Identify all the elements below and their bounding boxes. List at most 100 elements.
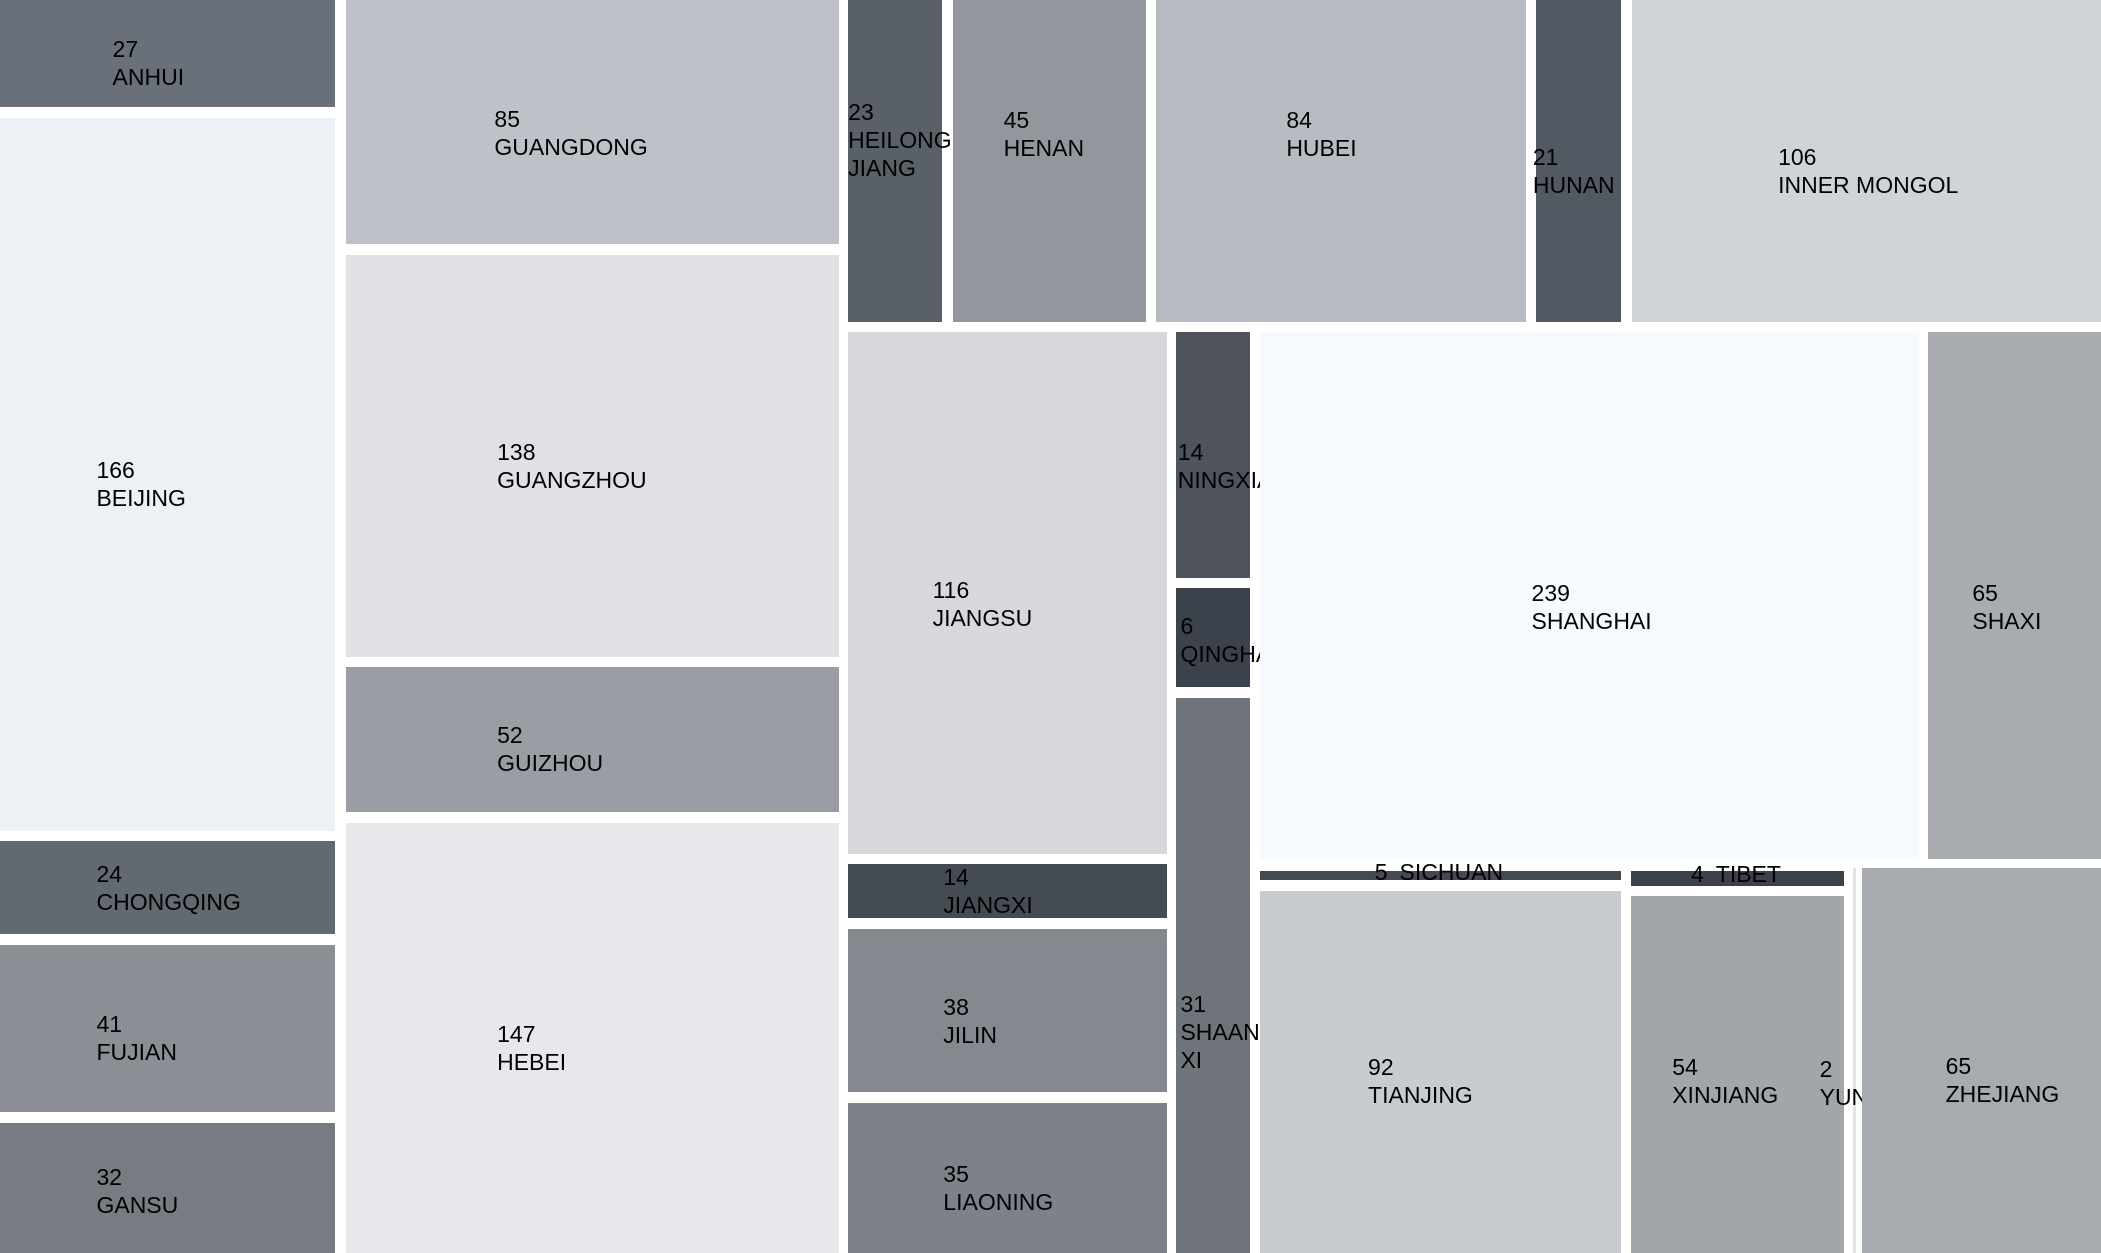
treemap-value-chongqing: 24 bbox=[96, 861, 123, 888]
treemap-name-jilin: JILIN bbox=[943, 1021, 997, 1048]
treemap-label-fujian: 41 FUJIAN bbox=[96, 1010, 177, 1066]
treemap-label-shaxi: 65 SHAXI bbox=[1972, 579, 2041, 635]
treemap-value-sichuan: 5 bbox=[1374, 858, 1388, 885]
treemap-name-shaanxi-line-2: XI bbox=[1180, 1047, 1203, 1074]
treemap-label-gansu: 32 GANSU bbox=[96, 1163, 178, 1219]
treemap-name-anhui: ANHUI bbox=[112, 63, 185, 90]
treemap-name-guangzhou: GUANGZHOU bbox=[497, 467, 647, 494]
treemap-name-jiangsu: JIANGSU bbox=[932, 605, 1033, 632]
treemap-label-anhui: 27 ANHUI bbox=[113, 35, 185, 91]
treemap-tile-yunnan bbox=[1853, 868, 1856, 1253]
treemap-tile-shaxi bbox=[1928, 332, 2101, 859]
treemap-name-gansu: GANSU bbox=[96, 1192, 179, 1219]
treemap-label-tibet: 4 TIBET bbox=[1691, 860, 1781, 888]
treemap-value-shanghai: 239 bbox=[1531, 579, 1570, 606]
treemap-tile-qinghai bbox=[1176, 588, 1251, 688]
treemap-value-henan: 45 bbox=[1003, 106, 1030, 133]
treemap-name-guangdong: GUANGDONG bbox=[494, 133, 648, 160]
treemap-name-sichuan: SICHUAN bbox=[1399, 858, 1504, 885]
treemap-name-fujian: FUJIAN bbox=[96, 1039, 177, 1066]
treemap-name-jiangxi: JIANGXI bbox=[943, 891, 1033, 918]
treemap-label-liaoning: 35 LIAONING bbox=[943, 1160, 1053, 1216]
treemap-tile-tianjing bbox=[1259, 891, 1622, 1253]
treemap-tile-ningxia bbox=[1176, 332, 1251, 578]
treemap-value-shaanxi: 31 bbox=[1180, 991, 1207, 1018]
treemap-value-jiangsu: 116 bbox=[932, 577, 970, 604]
treemap-value-xinjiang: 54 bbox=[1672, 1054, 1698, 1081]
treemap-name-hebei: HEBEI bbox=[497, 1048, 567, 1075]
treemap-label-hubei: 84 HUBEI bbox=[1286, 106, 1356, 162]
treemap-label-chongqing: 24 CHONGQING bbox=[96, 860, 240, 916]
treemap-name-shaxi: SHAXI bbox=[1972, 607, 2042, 634]
treemap-value-zhejiang: 65 bbox=[1945, 1052, 1972, 1079]
treemap-label-inner-mongol: 106 INNER MONGOL bbox=[1778, 143, 1958, 199]
treemap-tile-shaanxi bbox=[1176, 698, 1251, 1253]
treemap-tile-guangzhou bbox=[345, 254, 839, 657]
treemap-tile-hunan bbox=[1535, 0, 1622, 322]
treemap-tile-inner-mongol bbox=[1632, 0, 2101, 322]
treemap-label-guangzhou: 138 GUANGZHOU bbox=[497, 438, 647, 494]
treemap-name-inner-mongol: INNER MONGOL bbox=[1778, 172, 1959, 199]
treemap-name-tibet: TIBET bbox=[1715, 861, 1781, 888]
treemap-tile-guizhou bbox=[345, 667, 839, 812]
treemap-value-guangzhou: 138 bbox=[497, 439, 536, 466]
treemap-value-gansu: 32 bbox=[96, 1164, 123, 1191]
treemap-value-heilong-jiang: 23 bbox=[848, 98, 874, 125]
treemap-tile-gansu bbox=[0, 1122, 335, 1253]
treemap-name-shanghai: SHANGHAI bbox=[1531, 607, 1652, 634]
treemap-tile-shanghai bbox=[1259, 332, 1919, 859]
treemap-tile-fujian bbox=[0, 944, 335, 1113]
treemap-label-sichuan: 5 SICHUAN bbox=[1375, 858, 1503, 886]
treemap-name-xinjiang: XINJIANG bbox=[1672, 1082, 1779, 1109]
treemap-label-guangdong: 85 GUANGDONG bbox=[494, 105, 647, 161]
treemap-tile-anhui bbox=[0, 0, 335, 108]
treemap-value-guizhou: 52 bbox=[497, 721, 523, 748]
treemap-tile-heilong-jiang bbox=[848, 0, 942, 322]
treemap-label-hunan: 21 HUNAN bbox=[1533, 143, 1615, 199]
treemap-tile-henan bbox=[952, 0, 1146, 322]
treemap-label-shanghai: 239 SHANGHAI bbox=[1532, 579, 1652, 635]
treemap-value-ningxia: 14 bbox=[1177, 439, 1204, 466]
treemap-tile-beijing bbox=[0, 117, 335, 831]
treemap-tile-jilin bbox=[848, 928, 1168, 1093]
treemap-value-fujian: 41 bbox=[96, 1011, 123, 1038]
treemap-value-yunnan: 2 bbox=[1819, 1055, 1833, 1082]
treemap-tile-liaoning bbox=[848, 1102, 1168, 1253]
treemap-value-jiangxi: 14 bbox=[943, 863, 969, 890]
treemap-tile-guangdong bbox=[345, 0, 839, 244]
treemap-value-shaxi: 65 bbox=[1972, 579, 1998, 606]
treemap-tile-jiangsu bbox=[848, 332, 1168, 854]
treemap-value-guangdong: 85 bbox=[494, 105, 521, 132]
treemap-name-shaanxi-line-1: SHAAN bbox=[1180, 1019, 1260, 1046]
treemap-label-guizhou: 52 GUIZHOU bbox=[497, 721, 603, 777]
treemap-tile-chongqing bbox=[0, 841, 335, 934]
treemap-tile-zhejiang bbox=[1862, 868, 2101, 1253]
treemap-tile-xinjiang bbox=[1630, 896, 1844, 1253]
treemap-label-xinjiang: 54 XINJIANG bbox=[1672, 1053, 1778, 1109]
treemap-label-tianjing: 92 TIANJING bbox=[1368, 1053, 1473, 1109]
treemap-value-tibet: 4 bbox=[1690, 861, 1704, 888]
treemap-value-anhui: 27 bbox=[112, 35, 139, 62]
treemap-label-jiangxi: 14 JIANGXI bbox=[943, 863, 1032, 919]
treemap-tile-sichuan bbox=[1259, 870, 1622, 881]
treemap-name-hunan: HUNAN bbox=[1532, 172, 1615, 199]
treemap-value-inner-mongol: 106 bbox=[1778, 144, 1817, 171]
treemap-value-jilin: 38 bbox=[943, 993, 969, 1020]
treemap-name-guizhou: GUIZHOU bbox=[497, 749, 604, 776]
treemap-label-beijing: 166 BEIJING bbox=[96, 456, 185, 512]
treemap-tile-hebei bbox=[345, 822, 839, 1253]
treemap-value-liaoning: 35 bbox=[943, 1161, 969, 1188]
treemap-name-henan: HENAN bbox=[1003, 134, 1085, 161]
treemap-tile-tibet bbox=[1630, 870, 1844, 886]
treemap-label-ningxia: 14 NINGXIA bbox=[1178, 438, 1273, 494]
treemap-name-ningxia: NINGXIA bbox=[1177, 467, 1273, 494]
treemap-label-henan: 45 HENAN bbox=[1004, 106, 1085, 162]
treemap-value-hunan: 21 bbox=[1532, 144, 1559, 171]
treemap-value-tianjing: 92 bbox=[1368, 1054, 1394, 1081]
treemap-label-jiangsu: 116 JIANGSU bbox=[933, 576, 1033, 632]
treemap-value-beijing: 166 bbox=[96, 456, 135, 483]
treemap-label-jilin: 38 JILIN bbox=[943, 993, 997, 1049]
treemap-label-heilong-jiang: 23 HEILONG JIANG bbox=[848, 98, 952, 182]
treemap-label-hebei: 147 HEBEI bbox=[497, 1020, 566, 1076]
